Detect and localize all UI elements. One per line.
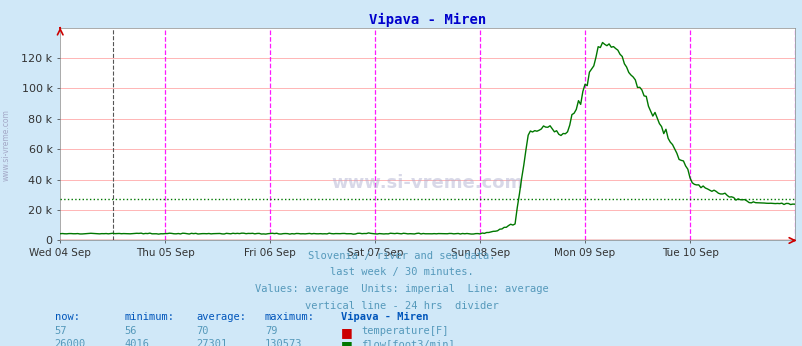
Title: Vipava - Miren: Vipava - Miren (368, 12, 486, 27)
Text: flow[foot3/min]: flow[foot3/min] (361, 339, 455, 346)
Text: vertical line - 24 hrs  divider: vertical line - 24 hrs divider (304, 301, 498, 311)
Text: 4016: 4016 (124, 339, 149, 346)
Text: 26000: 26000 (55, 339, 86, 346)
Text: maximum:: maximum: (265, 312, 314, 322)
Text: minimum:: minimum: (124, 312, 174, 322)
Text: Values: average  Units: imperial  Line: average: Values: average Units: imperial Line: av… (254, 284, 548, 294)
Text: www.si-vreme.com: www.si-vreme.com (2, 109, 11, 181)
Text: 27301: 27301 (196, 339, 228, 346)
Text: 70: 70 (196, 326, 209, 336)
Text: temperature[F]: temperature[F] (361, 326, 448, 336)
Text: ■: ■ (341, 326, 353, 339)
Text: Vipava - Miren: Vipava - Miren (341, 312, 428, 322)
Text: now:: now: (55, 312, 79, 322)
Text: www.si-vreme.com: www.si-vreme.com (331, 174, 523, 192)
Text: last week / 30 minutes.: last week / 30 minutes. (329, 267, 473, 277)
Text: 79: 79 (265, 326, 277, 336)
Text: 57: 57 (55, 326, 67, 336)
Text: 56: 56 (124, 326, 137, 336)
Text: Slovenia / river and sea data.: Slovenia / river and sea data. (307, 251, 495, 261)
Text: 130573: 130573 (265, 339, 302, 346)
Text: average:: average: (196, 312, 246, 322)
Text: ■: ■ (341, 339, 353, 346)
